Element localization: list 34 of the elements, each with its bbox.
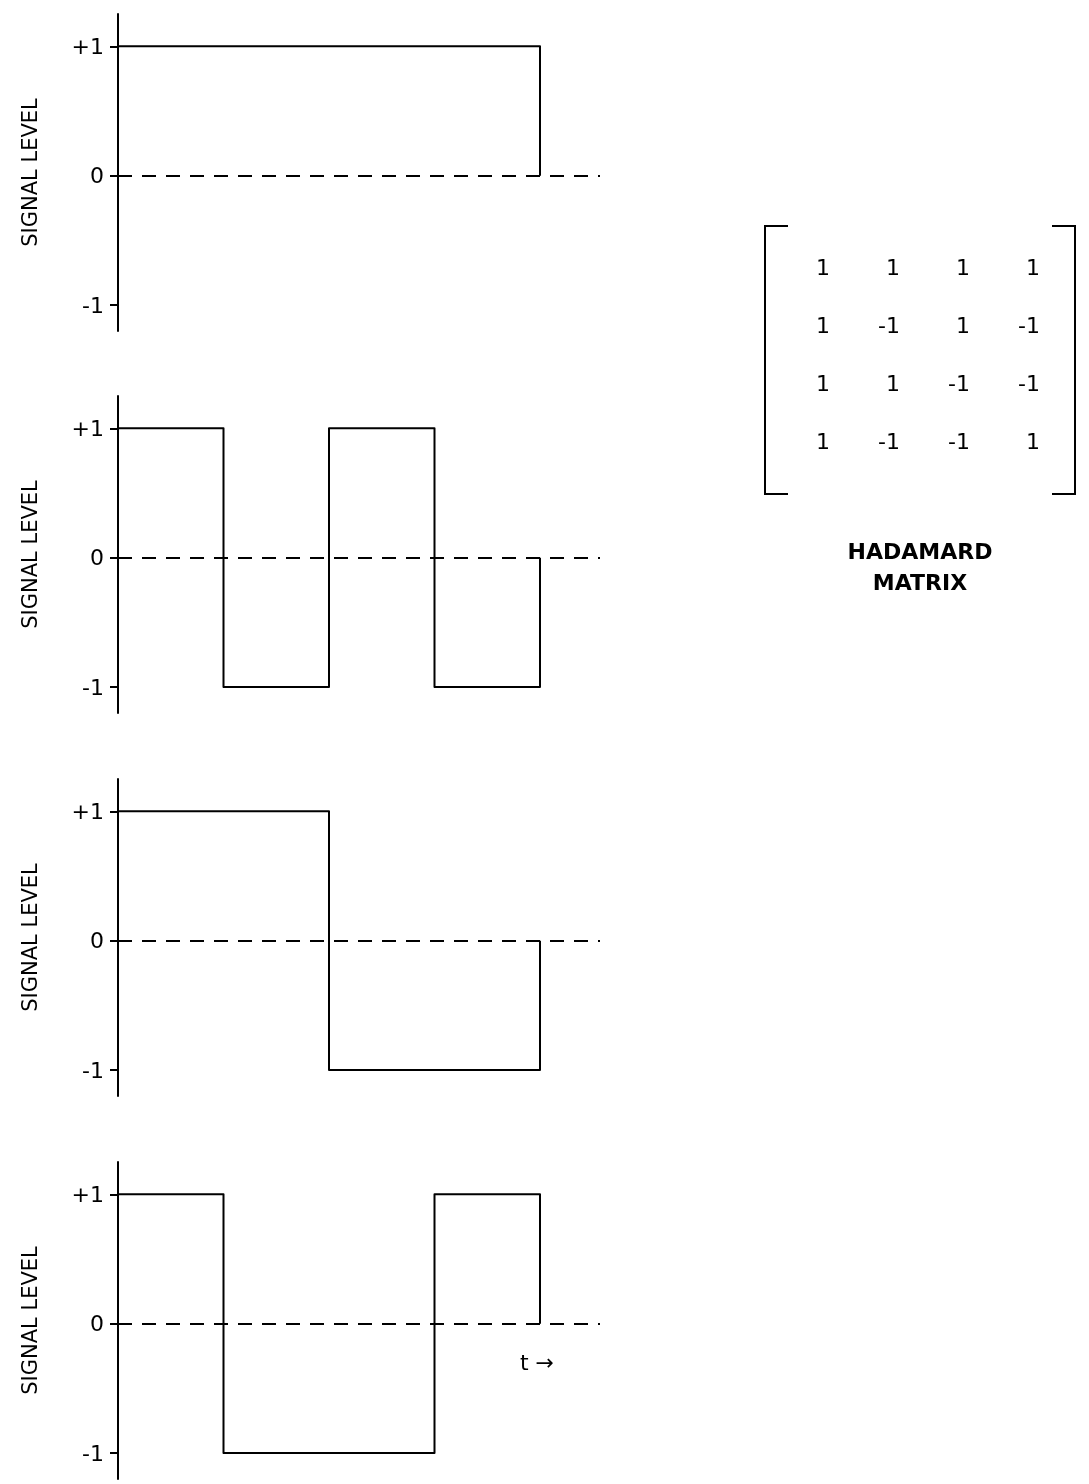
y-tick-label: +1 (71, 1181, 104, 1207)
text: 1 (955, 313, 970, 338)
text: -1 (947, 371, 970, 396)
y-tick-label: 0 (90, 163, 104, 189)
y-tick-label: +1 (71, 415, 104, 441)
y-axis-title: SIGNAL LEVEL (17, 862, 42, 1012)
text: HADAMARD MATRIX (846, 538, 994, 597)
y-tick-label: +1 (71, 33, 104, 59)
text: 1 (815, 429, 830, 454)
y-axis-title: SIGNAL LEVEL (17, 479, 42, 629)
y-tick-label: 0 (90, 928, 104, 954)
y-tick-label: 0 (90, 545, 104, 571)
text: -1 (1017, 313, 1040, 338)
text: -1 (1017, 371, 1040, 396)
text: 1 (885, 371, 900, 396)
y-tick-label: -1 (82, 1057, 104, 1083)
text: 1 (955, 255, 970, 280)
y-axis-title: SIGNAL LEVEL (17, 1245, 42, 1395)
y-tick-label: -1 (82, 292, 104, 318)
text: -1 (947, 429, 970, 454)
text: 1 (885, 255, 900, 280)
y-tick-label: +1 (71, 798, 104, 824)
text: 1 (1025, 429, 1040, 454)
text: 1 (1025, 255, 1040, 280)
y-tick-label: 0 (90, 1311, 104, 1337)
text: -1 (877, 313, 900, 338)
text: -1 (877, 429, 900, 454)
y-tick-label: -1 (82, 674, 104, 700)
y-tick-label: -1 (82, 1440, 104, 1466)
text: 1 (815, 255, 830, 280)
text: 1 (815, 371, 830, 396)
text: 1 (815, 313, 830, 338)
x-axis-title: t → (520, 1350, 555, 1376)
y-axis-title: SIGNAL LEVEL (17, 97, 42, 247)
